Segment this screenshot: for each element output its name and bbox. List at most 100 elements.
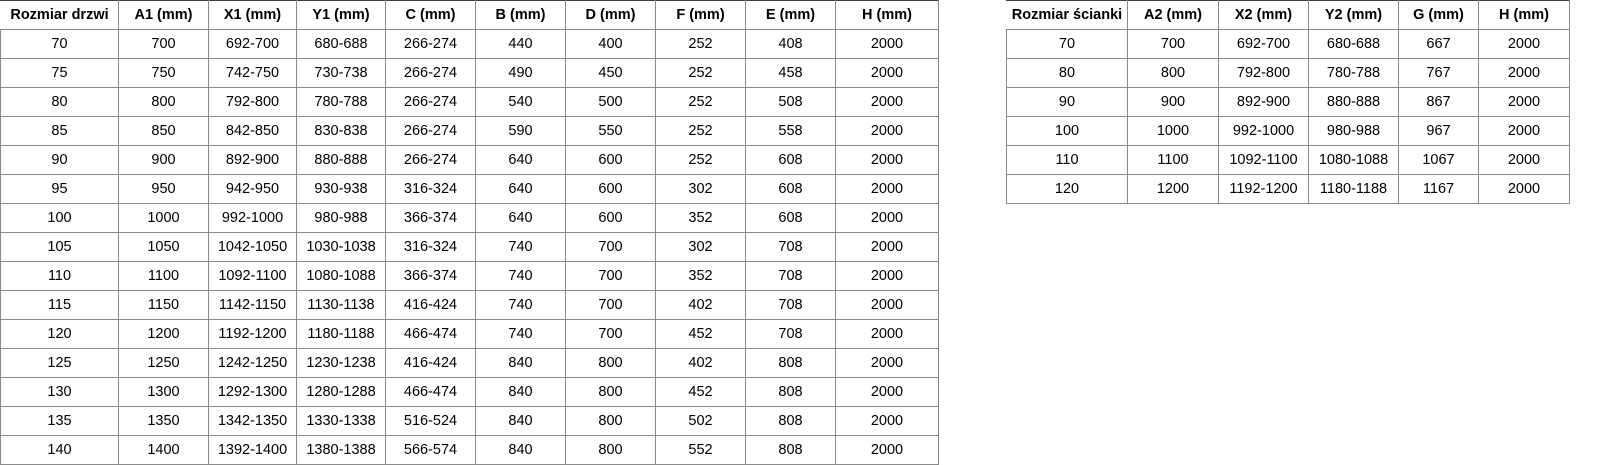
cell-a1: 1000 [118,203,209,233]
table-row: 120 1200 1192-1200 1180-1188 1167 2000 [1006,174,1570,204]
table-row: 140 1400 1392-1400 1380-1388 566-574 840… [0,435,939,465]
cell-x1: 1242-1250 [208,348,297,378]
cell-e: 608 [745,174,836,204]
cell-h: 2000 [1478,29,1570,59]
cell-d: 700 [565,290,656,320]
cell-e: 408 [745,29,836,59]
cell-g: 867 [1398,87,1479,117]
table-row: 115 1150 1142-1150 1130-1138 416-424 740… [0,290,939,320]
cell-y1: 1380-1388 [296,435,386,465]
cell-a1: 1200 [118,319,209,349]
column-header-g: G (mm) [1398,0,1479,30]
cell-rozmiar-scianki: 110 [1006,145,1128,175]
cell-h: 2000 [835,58,939,88]
table-row: 110 1100 1092-1100 1080-1088 366-374 740… [0,261,939,291]
cell-g: 967 [1398,116,1479,146]
cell-b: 740 [475,261,566,291]
door-table-container: Rozmiar drzwi A1 (mm) X1 (mm) Y1 (mm) C … [0,0,939,465]
cell-g: 767 [1398,58,1479,88]
cell-y1: 1030-1038 [296,232,386,262]
table-row: 90 900 892-900 880-888 266-274 640 600 2… [0,145,939,175]
cell-h: 2000 [1478,116,1570,146]
cell-b: 590 [475,116,566,146]
cell-c: 316-324 [385,174,476,204]
cell-e: 608 [745,203,836,233]
cell-h: 2000 [835,145,939,175]
cell-c: 566-574 [385,435,476,465]
cell-x2: 792-800 [1218,58,1309,88]
table-header-row: Rozmiar ścianki A2 (mm) X2 (mm) Y2 (mm) … [1006,0,1570,30]
cell-h: 2000 [835,232,939,262]
cell-x1: 1042-1050 [208,232,297,262]
cell-a1: 1350 [118,406,209,436]
cell-c: 366-374 [385,261,476,291]
cell-x1: 1292-1300 [208,377,297,407]
table-row: 120 1200 1192-1200 1180-1188 466-474 740… [0,319,939,349]
cell-x1: 1392-1400 [208,435,297,465]
cell-e: 708 [745,290,836,320]
table-row: 90 900 892-900 880-888 867 2000 [1006,87,1570,117]
cell-b: 540 [475,87,566,117]
column-header-h: H (mm) [835,0,939,30]
cell-b: 640 [475,145,566,175]
cell-x1: 892-900 [208,145,297,175]
cell-a1: 1250 [118,348,209,378]
cell-d: 600 [565,145,656,175]
cell-f: 252 [655,116,746,146]
cell-h: 2000 [1478,58,1570,88]
column-header-h: H (mm) [1478,0,1570,30]
cell-h: 2000 [835,29,939,59]
column-header-b: B (mm) [475,0,566,30]
cell-d: 700 [565,261,656,291]
cell-a2: 900 [1127,87,1219,117]
cell-a1: 950 [118,174,209,204]
cell-d: 450 [565,58,656,88]
cell-c: 266-274 [385,58,476,88]
cell-a2: 800 [1127,58,1219,88]
wall-table-body: 70 700 692-700 680-688 667 2000 80 800 7… [1006,29,1570,204]
door-size-specification-table: Rozmiar drzwi A1 (mm) X1 (mm) Y1 (mm) C … [0,0,939,465]
wall-table-header: Rozmiar ścianki A2 (mm) X2 (mm) Y2 (mm) … [1006,0,1570,30]
cell-x1: 792-800 [208,87,297,117]
cell-h: 2000 [835,174,939,204]
cell-b: 490 [475,58,566,88]
column-header-x1: X1 (mm) [208,0,297,30]
table-row: 70 700 692-700 680-688 266-274 440 400 2… [0,29,939,59]
cell-rozmiar-scianki: 80 [1006,58,1128,88]
cell-a2: 700 [1127,29,1219,59]
cell-g: 1167 [1398,174,1479,204]
cell-rozmiar-scianki: 100 [1006,116,1128,146]
cell-y1: 930-938 [296,174,386,204]
cell-c: 416-424 [385,348,476,378]
cell-x1: 842-850 [208,116,297,146]
cell-f: 252 [655,58,746,88]
door-table-body: 70 700 692-700 680-688 266-274 440 400 2… [0,29,939,465]
column-header-c: C (mm) [385,0,476,30]
cell-h: 2000 [1478,174,1570,204]
cell-h: 2000 [835,348,939,378]
table-row: 125 1250 1242-1250 1230-1238 416-424 840… [0,348,939,378]
table-row: 130 1300 1292-1300 1280-1288 466-474 840… [0,377,939,407]
cell-e: 508 [745,87,836,117]
cell-x1: 1142-1150 [208,290,297,320]
cell-a1: 700 [118,29,209,59]
cell-rozmiar-drzwi: 80 [0,87,119,117]
cell-e: 708 [745,319,836,349]
cell-y1: 1330-1338 [296,406,386,436]
cell-e: 808 [745,406,836,436]
cell-b: 640 [475,203,566,233]
cell-h: 2000 [835,116,939,146]
cell-x2: 892-900 [1218,87,1309,117]
cell-e: 808 [745,377,836,407]
cell-x2: 1092-1100 [1218,145,1309,175]
cell-d: 700 [565,319,656,349]
cell-b: 440 [475,29,566,59]
column-header-a1: A1 (mm) [118,0,209,30]
cell-e: 608 [745,145,836,175]
cell-rozmiar-drzwi: 70 [0,29,119,59]
cell-f: 302 [655,174,746,204]
table-header-row: Rozmiar drzwi A1 (mm) X1 (mm) Y1 (mm) C … [0,0,939,30]
cell-h: 2000 [835,377,939,407]
table-row: 75 750 742-750 730-738 266-274 490 450 2… [0,58,939,88]
cell-c: 366-374 [385,203,476,233]
